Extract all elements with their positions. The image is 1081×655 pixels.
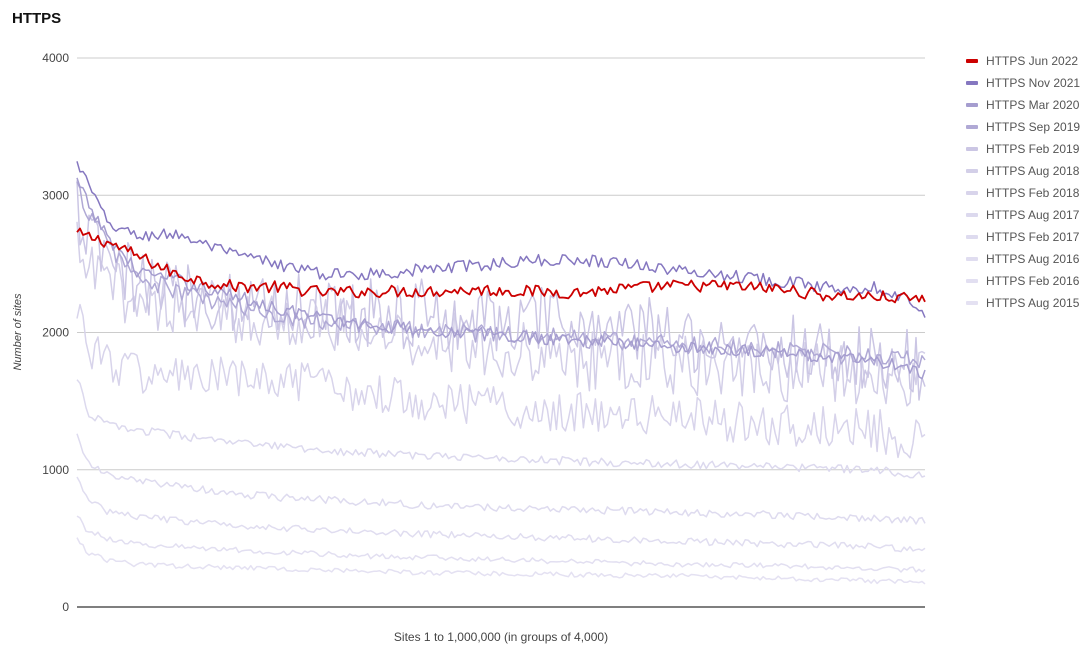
legend-swatch [966,213,978,217]
legend-item[interactable]: HTTPS Sep 2019 [966,116,1081,138]
legend-item[interactable]: HTTPS Aug 2016 [966,248,1081,270]
legend-item[interactable]: HTTPS Feb 2018 [966,182,1081,204]
legend-swatch [966,235,978,239]
series-line-https-feb-2018 [76,303,926,459]
legend-item[interactable]: HTTPS Feb 2019 [966,138,1081,160]
y-tick-label: 4000 [42,51,69,65]
series-line-https-nov-2021 [76,161,926,318]
legend-item[interactable]: HTTPS Aug 2017 [966,204,1081,226]
series-line-https-sep-2019 [76,181,926,369]
legend-swatch [966,81,978,85]
x-axis-label: Sites 1 to 1,000,000 (in groups of 4,000… [393,630,609,644]
legend-label: HTTPS Nov 2021 [986,76,1081,90]
legend-swatch [966,103,978,107]
y-tick-label: 2000 [42,326,69,340]
series-line-https-jun-2022 [76,227,926,304]
legend-label: HTTPS Feb 2016 [986,274,1080,288]
legend-label: HTTPS Feb 2017 [986,230,1080,244]
chart-legend: HTTPS Jun 2022 HTTPS Nov 2021 HTTPS Mar 20… [966,50,1081,314]
legend-item[interactable]: HTTPS Feb 2016 [966,270,1081,292]
chart-title: HTTPS [12,10,62,27]
legend-label: HTTPS Aug 2015 [986,296,1080,310]
series-line-https-feb-2016 [76,515,926,573]
legend-item[interactable]: HTTPS Jun 2022 [966,50,1081,72]
legend-label: HTTPS Feb 2019 [986,142,1080,156]
series-line-https-aug-2017 [76,379,926,479]
series-line-https-mar-2020 [76,177,926,380]
legend-item[interactable]: HTTPS Feb 2017 [966,226,1081,248]
legend-label: HTTPS Aug 2016 [986,252,1080,266]
legend-swatch [966,147,978,151]
legend-item[interactable]: HTTPS Nov 2021 [966,72,1081,94]
legend-swatch [966,191,978,195]
series-line-https-aug-2018 [76,221,926,407]
legend-swatch [966,301,978,305]
legend-swatch [966,169,978,173]
legend-label: HTTPS Sep 2019 [986,120,1081,134]
y-tick-label: 3000 [42,188,69,202]
y-tick-label: 0 [62,600,69,614]
legend-label: HTTPS Mar 2020 [986,98,1080,112]
legend-swatch [966,279,978,283]
series-line-https-aug-2016 [76,476,926,553]
legend-item[interactable]: HTTPS Aug 2018 [966,160,1081,182]
series-line-https-feb-2017 [76,433,926,525]
y-tick-label: 1000 [42,463,69,477]
series-line-https-feb-2019 [76,180,926,401]
legend-label: HTTPS Aug 2018 [986,164,1080,178]
legend-swatch [966,59,978,63]
legend-label: HTTPS Jun 2022 [986,54,1079,68]
legend-label: HTTPS Feb 2018 [986,186,1080,200]
legend-item[interactable]: HTTPS Mar 2020 [966,94,1081,116]
series-line-https-aug-2015 [76,537,926,585]
legend-label: HTTPS Aug 2017 [986,208,1080,222]
legend-swatch [966,125,978,129]
y-axis-label: Number of sites [12,293,24,371]
legend-swatch [966,257,978,261]
legend-item[interactable]: HTTPS Aug 2015 [966,292,1081,314]
